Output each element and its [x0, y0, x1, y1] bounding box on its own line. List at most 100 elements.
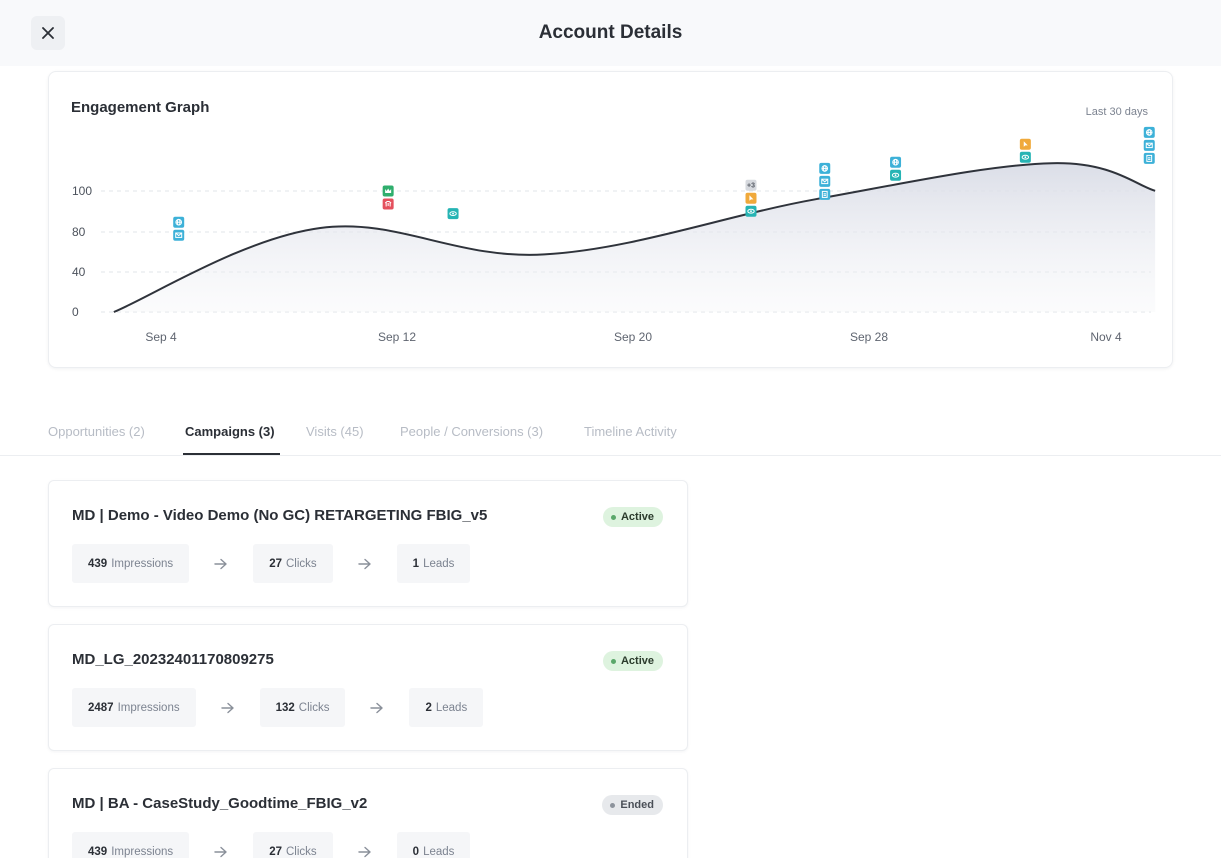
- engagement-graph-card: Engagement Graph Last 30 days 0 40 80 100 Se…: [48, 71, 1173, 368]
- impressions-label: Impressions: [117, 701, 180, 714]
- x-tick-label: Sep 28: [850, 330, 888, 344]
- activity-badge: [745, 179, 757, 191]
- pointer-icon: [1023, 141, 1028, 147]
- doc-icon: [1146, 154, 1153, 162]
- status-badge: Ended: [602, 795, 663, 815]
- activity-marker: [382, 185, 394, 210]
- x-tick-label: Sep 4: [145, 330, 177, 344]
- eye-icon: [891, 172, 900, 178]
- tab-campaigns[interactable]: Campaigns (3): [185, 424, 275, 439]
- impressions-count: 2487: [88, 701, 114, 714]
- x-tick-label: Sep 20: [614, 330, 652, 344]
- activity-badge: [819, 188, 831, 200]
- campaign-title: MD_LG_20232401170809275: [72, 651, 274, 668]
- impressions-metric: 439 Impressions: [72, 544, 190, 583]
- leads-metric: 1 Leads: [396, 544, 471, 583]
- clicks-label: Clicks: [285, 845, 317, 858]
- activity-marker: [173, 216, 185, 241]
- leads-count: 2: [425, 701, 432, 714]
- activity-marker: [890, 156, 902, 181]
- leads-count: 0: [412, 845, 420, 858]
- campaign-funnel: 439 Impressions 27 Clicks 0 Leads: [72, 832, 471, 858]
- arrow-right-icon: [189, 558, 253, 570]
- leads-metric: 2 Leads: [409, 688, 484, 727]
- clicks-metric: 132 Clicks: [259, 688, 346, 727]
- x-tick-label: Sep 12: [378, 330, 416, 344]
- clicks-metric: 27 Clicks: [253, 544, 333, 583]
- campaign-title: MD | BA - CaseStudy_Goodtime_FBIG_v2: [72, 795, 368, 812]
- pointer-icon: [749, 195, 754, 201]
- clicks-label: Clicks: [298, 701, 330, 714]
- tab-opportunities[interactable]: Opportunities (2): [48, 424, 145, 439]
- clicks-count: 27: [269, 845, 282, 858]
- engagement-area: [113, 163, 1156, 312]
- graph-title: Engagement Graph: [71, 99, 210, 116]
- leads-label: Leads: [423, 557, 455, 570]
- campaign-funnel: 439 Impressions 27 Clicks 1 Leads: [72, 544, 471, 583]
- handshake-icon: [384, 201, 392, 207]
- tab-people-conversions[interactable]: People / Conversions (3): [400, 424, 544, 439]
- campaign-funnel: 2487 Impressions 132 Clicks 2 Leads: [72, 688, 484, 727]
- globe-icon: [821, 165, 829, 172]
- impressions-metric: 2487 Impressions: [72, 688, 196, 727]
- campaign-title: MD | Demo - Video Demo (No GC) RETARGETI…: [72, 507, 488, 524]
- impressions-count: 439: [88, 557, 108, 570]
- activity-marker: [447, 208, 459, 220]
- activity-badge: [1143, 152, 1155, 164]
- arrow-right-icon: [345, 702, 409, 714]
- impressions-label: Impressions: [111, 557, 174, 570]
- leads-label: Leads: [435, 701, 468, 714]
- detail-tabs: Opportunities (2) Campaigns (3) Visits (…: [0, 410, 1221, 456]
- crown-icon: [385, 188, 392, 193]
- campaign-card[interactable]: MD | Demo - Video Demo (No GC) RETARGETI…: [48, 480, 688, 607]
- mail-icon: [1145, 142, 1153, 149]
- globe-icon: [175, 218, 182, 226]
- activity-marker: [1019, 138, 1031, 163]
- status-dot: [610, 658, 616, 664]
- eye-icon: [1021, 154, 1030, 160]
- activity-marker: [1143, 126, 1155, 164]
- engagement-line: [113, 162, 1156, 313]
- status-badge: Active: [602, 507, 663, 527]
- doc-icon: [821, 190, 828, 198]
- globe-icon: [892, 158, 899, 166]
- mail-icon: [175, 232, 183, 238]
- x-tick-label: Nov 4: [1090, 330, 1122, 344]
- status-badge: Active: [602, 651, 663, 671]
- y-tick-label: 0: [72, 305, 79, 319]
- page-title: Account Details: [538, 22, 683, 43]
- globe-icon: [1145, 129, 1153, 136]
- arrow-right-icon: [333, 846, 397, 858]
- activity-marker: +3: [745, 179, 757, 217]
- activity-marker: [819, 162, 831, 200]
- y-tick-label: 40: [72, 265, 86, 279]
- clicks-count: 27: [269, 557, 282, 570]
- clicks-count: 132: [275, 701, 295, 714]
- tab-visits[interactable]: Visits (45): [306, 424, 364, 439]
- tab-timeline-activity[interactable]: Timeline Activity: [584, 424, 677, 439]
- close-button[interactable]: [31, 16, 65, 50]
- leads-count: 1: [412, 557, 420, 570]
- campaign-card[interactable]: MD | BA - CaseStudy_Goodtime_FBIG_v2 End…: [48, 768, 688, 858]
- close-icon: [42, 27, 54, 39]
- campaign-card[interactable]: MD_LG_20232401170809275 Active 2487 Impr…: [48, 624, 688, 751]
- impressions-label: Impressions: [111, 845, 174, 858]
- header-bar: Account Details: [0, 0, 1221, 66]
- y-tick-label: 80: [72, 225, 86, 239]
- graph-range-label: Last 30 days: [1085, 106, 1148, 118]
- status-label: Active: [620, 655, 654, 667]
- active-tab-indicator: [183, 453, 280, 455]
- more-count: +3: [747, 183, 755, 190]
- clicks-metric: 27 Clicks: [253, 832, 333, 858]
- arrow-right-icon: [333, 558, 397, 570]
- arrow-right-icon: [189, 846, 253, 858]
- clicks-label: Clicks: [285, 557, 317, 570]
- eye-icon: [747, 208, 755, 214]
- eye-icon: [449, 211, 457, 217]
- status-dot: [610, 514, 616, 520]
- y-tick-label: 100: [72, 184, 92, 198]
- leads-label: Leads: [423, 845, 455, 858]
- impressions-metric: 439 Impressions: [72, 832, 190, 858]
- mail-icon: [821, 178, 829, 185]
- status-label: Ended: [620, 799, 654, 811]
